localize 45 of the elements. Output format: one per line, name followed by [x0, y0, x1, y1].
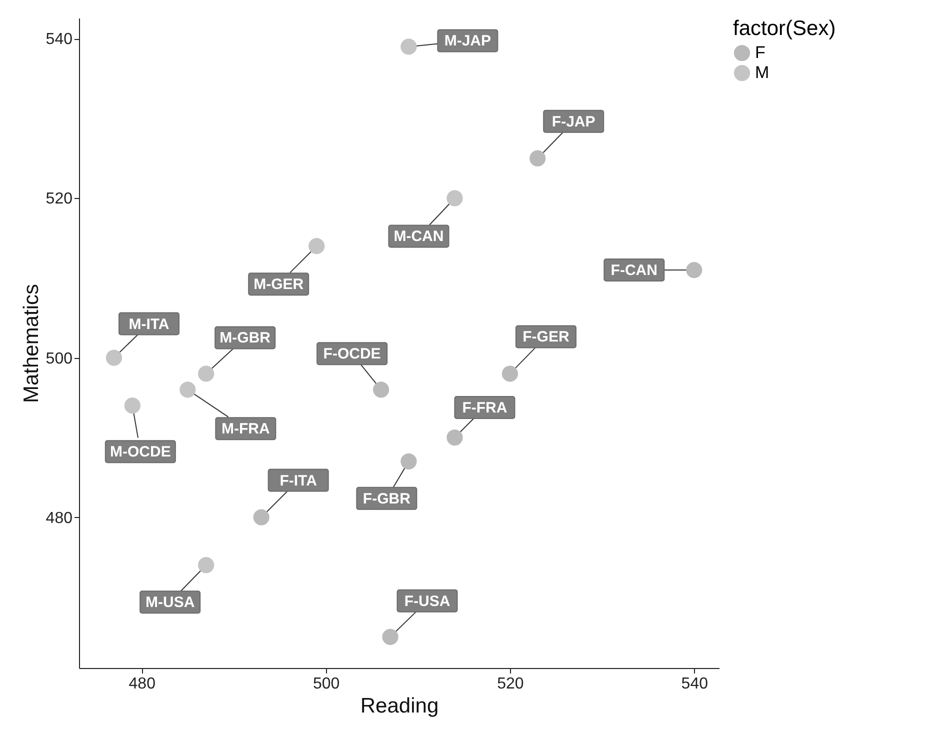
- annotation: F-JAP: [552, 113, 596, 130]
- y-axis-title: Mathematics: [20, 284, 43, 404]
- y-tick-label: 500: [46, 350, 73, 368]
- point: [124, 398, 140, 414]
- point: [372, 382, 390, 398]
- annotation: M-ITA: [128, 316, 170, 333]
- point: [446, 429, 463, 446]
- annotation: F-USA: [404, 592, 450, 610]
- point: [446, 190, 463, 206]
- annotation: F-FRA: [462, 400, 508, 417]
- point: [530, 150, 546, 166]
- annotation: M-OCDE: [110, 444, 171, 461]
- annotation: M-CAN: [394, 228, 444, 246]
- annotation: F-CAN: [610, 262, 658, 280]
- point: [502, 366, 518, 382]
- y-tick-label: 480: [46, 510, 73, 527]
- point: [198, 366, 214, 382]
- annotation: F-OCDE: [323, 346, 381, 363]
- y-tick-label: 540: [46, 31, 73, 48]
- annotation: F-ITA: [280, 472, 318, 490]
- annotation: M-GER: [254, 276, 304, 294]
- x-tick-label: 540: [681, 676, 708, 692]
- point: [400, 38, 417, 55]
- point: [308, 238, 325, 254]
- point: [180, 382, 196, 398]
- point: [253, 509, 270, 526]
- point: [106, 350, 122, 366]
- x-axis-title: Reading: [360, 694, 439, 718]
- point: [686, 262, 702, 278]
- legend-title: factor(Sex): [733, 17, 836, 40]
- point: [400, 453, 417, 470]
- x-tick-label: 500: [312, 676, 340, 692]
- annotation: F-GER: [522, 328, 570, 346]
- point: [382, 628, 398, 645]
- annotation: F-GBR: [362, 490, 411, 508]
- legend-label: F: [755, 43, 766, 62]
- point: [198, 557, 214, 574]
- x-tick-label: 480: [128, 676, 156, 692]
- y-tick-label: 520: [46, 190, 73, 208]
- annotation: M-GBR: [220, 330, 271, 347]
- legend-label: M: [755, 63, 770, 82]
- annotation: M-USA: [145, 594, 195, 612]
- annotation: M-FRA: [222, 420, 270, 438]
- annotation: M-JAP: [444, 32, 492, 50]
- x-tick-label: 520: [497, 676, 524, 692]
